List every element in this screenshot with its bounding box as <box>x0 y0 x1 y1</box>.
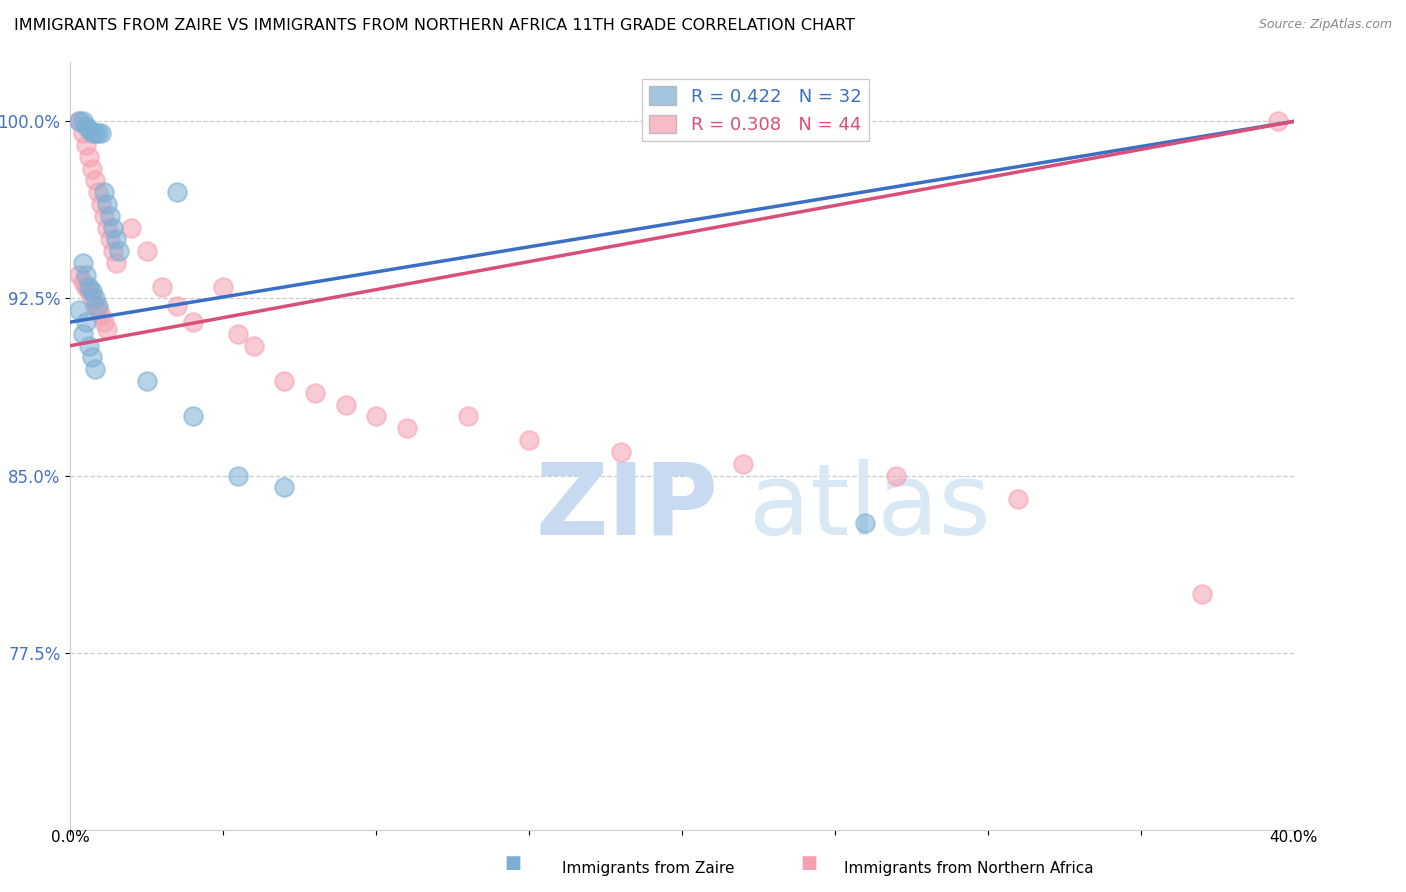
Text: ■: ■ <box>800 855 817 872</box>
Point <box>731 457 754 471</box>
Text: Source: ZipAtlas.com: Source: ZipAtlas.com <box>1258 18 1392 31</box>
Point <box>83 299 105 313</box>
Point <box>181 409 204 424</box>
Point <box>83 292 105 306</box>
Point <box>80 285 103 299</box>
Point <box>395 421 418 435</box>
Text: atlas: atlas <box>749 458 991 556</box>
Point <box>228 326 250 341</box>
Point <box>77 285 100 299</box>
Point <box>1007 492 1029 507</box>
Point <box>69 114 91 128</box>
Point <box>83 362 105 376</box>
Point <box>150 279 173 293</box>
Point <box>101 244 124 259</box>
Point <box>610 445 633 459</box>
Point <box>166 186 188 200</box>
Point <box>75 268 97 282</box>
Point <box>273 374 295 388</box>
Point <box>87 303 110 318</box>
Legend: R = 0.422   N = 32, R = 0.308   N = 44: R = 0.422 N = 32, R = 0.308 N = 44 <box>643 79 869 141</box>
Point <box>72 126 94 140</box>
Point <box>166 299 188 313</box>
Text: IMMIGRANTS FROM ZAIRE VS IMMIGRANTS FROM NORTHERN AFRICA 11TH GRADE CORRELATION : IMMIGRANTS FROM ZAIRE VS IMMIGRANTS FROM… <box>14 18 855 33</box>
Point <box>243 339 266 353</box>
Point <box>457 409 479 424</box>
Point <box>77 339 100 353</box>
Point <box>101 220 124 235</box>
Point <box>96 322 118 336</box>
Point <box>87 126 110 140</box>
Text: ZIP: ZIP <box>536 458 718 556</box>
Point <box>69 303 91 318</box>
Point <box>72 256 94 270</box>
Point <box>273 480 295 494</box>
Point <box>517 433 540 447</box>
Point <box>108 244 131 259</box>
Point <box>98 209 121 223</box>
Point <box>80 126 103 140</box>
Point <box>75 279 97 293</box>
Point <box>93 209 115 223</box>
Point <box>855 516 877 530</box>
Point <box>90 126 112 140</box>
Point <box>96 197 118 211</box>
Point <box>69 268 91 282</box>
Point <box>90 308 112 322</box>
Text: 0.0%: 0.0% <box>51 830 90 845</box>
Point <box>105 232 128 246</box>
Point <box>93 315 115 329</box>
Point <box>77 150 100 164</box>
Point <box>80 351 103 365</box>
Point <box>121 220 143 235</box>
Point <box>98 232 121 246</box>
Point <box>80 292 103 306</box>
Point <box>181 315 204 329</box>
Point <box>335 398 357 412</box>
Point <box>69 114 91 128</box>
Point <box>77 279 100 293</box>
Point <box>83 173 105 187</box>
Point <box>135 244 157 259</box>
Point <box>75 119 97 133</box>
Point <box>90 197 112 211</box>
Point <box>135 374 157 388</box>
Text: 40.0%: 40.0% <box>1270 830 1317 845</box>
Point <box>884 468 907 483</box>
Text: ■: ■ <box>505 855 522 872</box>
Point <box>1267 114 1289 128</box>
Point <box>93 186 115 200</box>
Point <box>75 315 97 329</box>
Point <box>228 468 250 483</box>
Text: Immigrants from Zaire: Immigrants from Zaire <box>562 861 735 876</box>
Point <box>304 385 326 400</box>
Point <box>72 114 94 128</box>
Point <box>87 186 110 200</box>
Point <box>87 299 110 313</box>
Point <box>77 121 100 136</box>
Point <box>96 220 118 235</box>
Point <box>75 138 97 153</box>
Text: Immigrants from Northern Africa: Immigrants from Northern Africa <box>844 861 1094 876</box>
Point <box>80 161 103 176</box>
Point <box>72 275 94 289</box>
Point <box>366 409 388 424</box>
Point <box>72 326 94 341</box>
Point <box>83 126 105 140</box>
Point <box>212 279 235 293</box>
Point <box>1191 586 1213 600</box>
Point <box>105 256 128 270</box>
